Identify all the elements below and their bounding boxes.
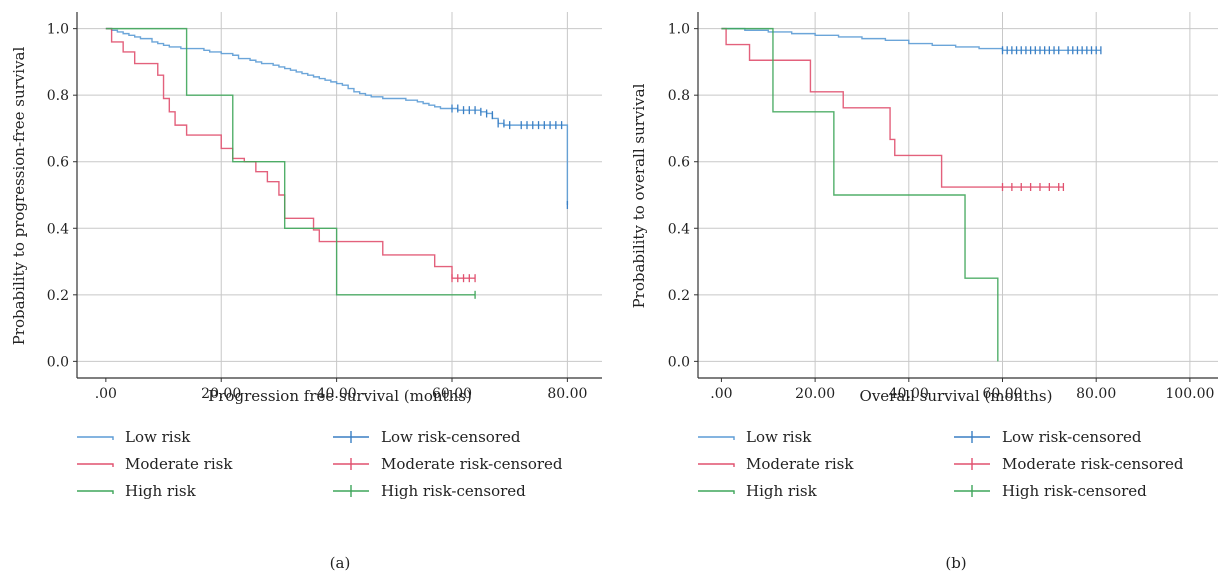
curve-high xyxy=(105,27,476,296)
survival-curves xyxy=(721,27,1101,362)
legend-item: High risk-censored xyxy=(333,482,526,500)
y-tick-label: 0.4 xyxy=(47,221,69,237)
legend-label: Low risk-censored xyxy=(381,428,521,446)
legend: Low risk Moderate risk High risk Low risk-c… xyxy=(77,428,563,500)
x-tick-label: 80.00 xyxy=(547,386,587,402)
legend-item: Low risk-censored xyxy=(333,428,521,446)
x-axis-label: Overall survival (months) xyxy=(860,387,1053,405)
censor-marks xyxy=(1001,46,1102,192)
y-tick-labels: 0.0 0.2 0.4 0.6 0.8 1.0 xyxy=(668,22,698,370)
y-tick-label: 0.4 xyxy=(668,221,690,237)
curve-low xyxy=(721,27,1101,51)
legend-item: High risk xyxy=(77,482,197,500)
panel-label: (a) xyxy=(330,554,351,572)
legend: Low risk Moderate risk High risk Low risk-c… xyxy=(698,428,1184,500)
legend-label: High risk-censored xyxy=(1002,482,1147,500)
x-axis-label: Progression free survival (months) xyxy=(208,387,472,405)
y-tick-label: 0.0 xyxy=(668,354,690,370)
y-tick-label: 0.2 xyxy=(668,288,690,304)
x-tick-label: 60.00 xyxy=(432,386,472,402)
panel-a: .00 20.00 40.00 60.00 80.00 0.0 0.2 0.4 0.6 0.8 1… xyxy=(10,12,602,572)
grid-lines xyxy=(77,12,602,378)
grid-lines xyxy=(698,12,1218,378)
legend-label: High risk-censored xyxy=(381,482,526,500)
legend-item: Moderate risk xyxy=(698,455,854,473)
legend-label: Moderate risk-censored xyxy=(381,455,563,473)
y-axis-label: Probability to overall survival xyxy=(630,83,648,308)
y-tick-label: 0.2 xyxy=(47,288,69,304)
legend-label: Moderate risk xyxy=(125,455,233,473)
curve-moderate xyxy=(721,27,1064,188)
x-tick-label: 100.00 xyxy=(1165,386,1214,402)
legend-item: Low risk-censored xyxy=(954,428,1142,446)
legend-item: Low risk xyxy=(77,428,191,446)
y-tick-label: 0.8 xyxy=(668,88,690,104)
x-tick-labels: .00 20.00 40.00 60.00 80.00 xyxy=(95,378,587,402)
survival-curves xyxy=(105,27,569,296)
legend-swatch-line xyxy=(77,490,114,494)
panel-label: (b) xyxy=(945,554,966,572)
legend-label: High risk xyxy=(746,482,818,500)
y-tick-labels: 0.0 0.2 0.4 0.6 0.8 1.0 xyxy=(47,22,77,370)
legend-swatch-line xyxy=(698,436,735,440)
curve-low xyxy=(105,27,569,205)
legend-label: Moderate risk xyxy=(746,455,854,473)
y-axis-label: Probability to progression-free survival xyxy=(10,47,28,346)
legend-swatch-line xyxy=(698,490,735,494)
curve-high xyxy=(721,27,999,362)
x-tick-label: 80.00 xyxy=(1076,386,1116,402)
legend-label: Low risk-censored xyxy=(1002,428,1142,446)
x-tick-label: 40.00 xyxy=(317,386,357,402)
axes-frame xyxy=(697,12,1218,379)
y-tick-label: 1.0 xyxy=(47,22,69,38)
legend-swatch-line xyxy=(77,463,114,467)
axes-frame xyxy=(76,12,602,379)
x-tick-label: .00 xyxy=(95,386,117,402)
legend-item: Moderate risk-censored xyxy=(333,455,563,473)
x-tick-label: 40.00 xyxy=(889,386,929,402)
x-tick-labels: .00 20.00 40.00 60.00 80.00 100.00 xyxy=(710,378,1214,402)
y-tick-label: 0.6 xyxy=(47,155,69,171)
x-tick-label: .00 xyxy=(710,386,732,402)
legend-item: High risk xyxy=(698,482,818,500)
legend-swatch-line xyxy=(77,436,114,440)
censor-marks xyxy=(451,104,569,299)
legend-item: Moderate risk xyxy=(77,455,233,473)
legend-item: High risk-censored xyxy=(954,482,1147,500)
x-tick-label: 20.00 xyxy=(201,386,241,402)
x-tick-label: 20.00 xyxy=(795,386,835,402)
legend-label: Low risk xyxy=(746,428,812,446)
legend-label: Moderate risk-censored xyxy=(1002,455,1184,473)
legend-swatch-line xyxy=(698,463,735,467)
y-tick-label: 0.8 xyxy=(47,88,69,104)
legend-label: High risk xyxy=(125,482,197,500)
legend-label: Low risk xyxy=(125,428,191,446)
y-tick-label: 0.6 xyxy=(668,155,690,171)
y-tick-label: 0.0 xyxy=(47,354,69,370)
legend-item: Moderate risk-censored xyxy=(954,455,1184,473)
x-tick-label: 60.00 xyxy=(982,386,1022,402)
y-tick-label: 1.0 xyxy=(668,22,690,38)
panel-b: .00 20.00 40.00 60.00 80.00 100.00 0.00.20.40… xyxy=(630,12,1218,572)
curve-moderate xyxy=(105,27,476,279)
legend-item: Low risk xyxy=(698,428,812,446)
